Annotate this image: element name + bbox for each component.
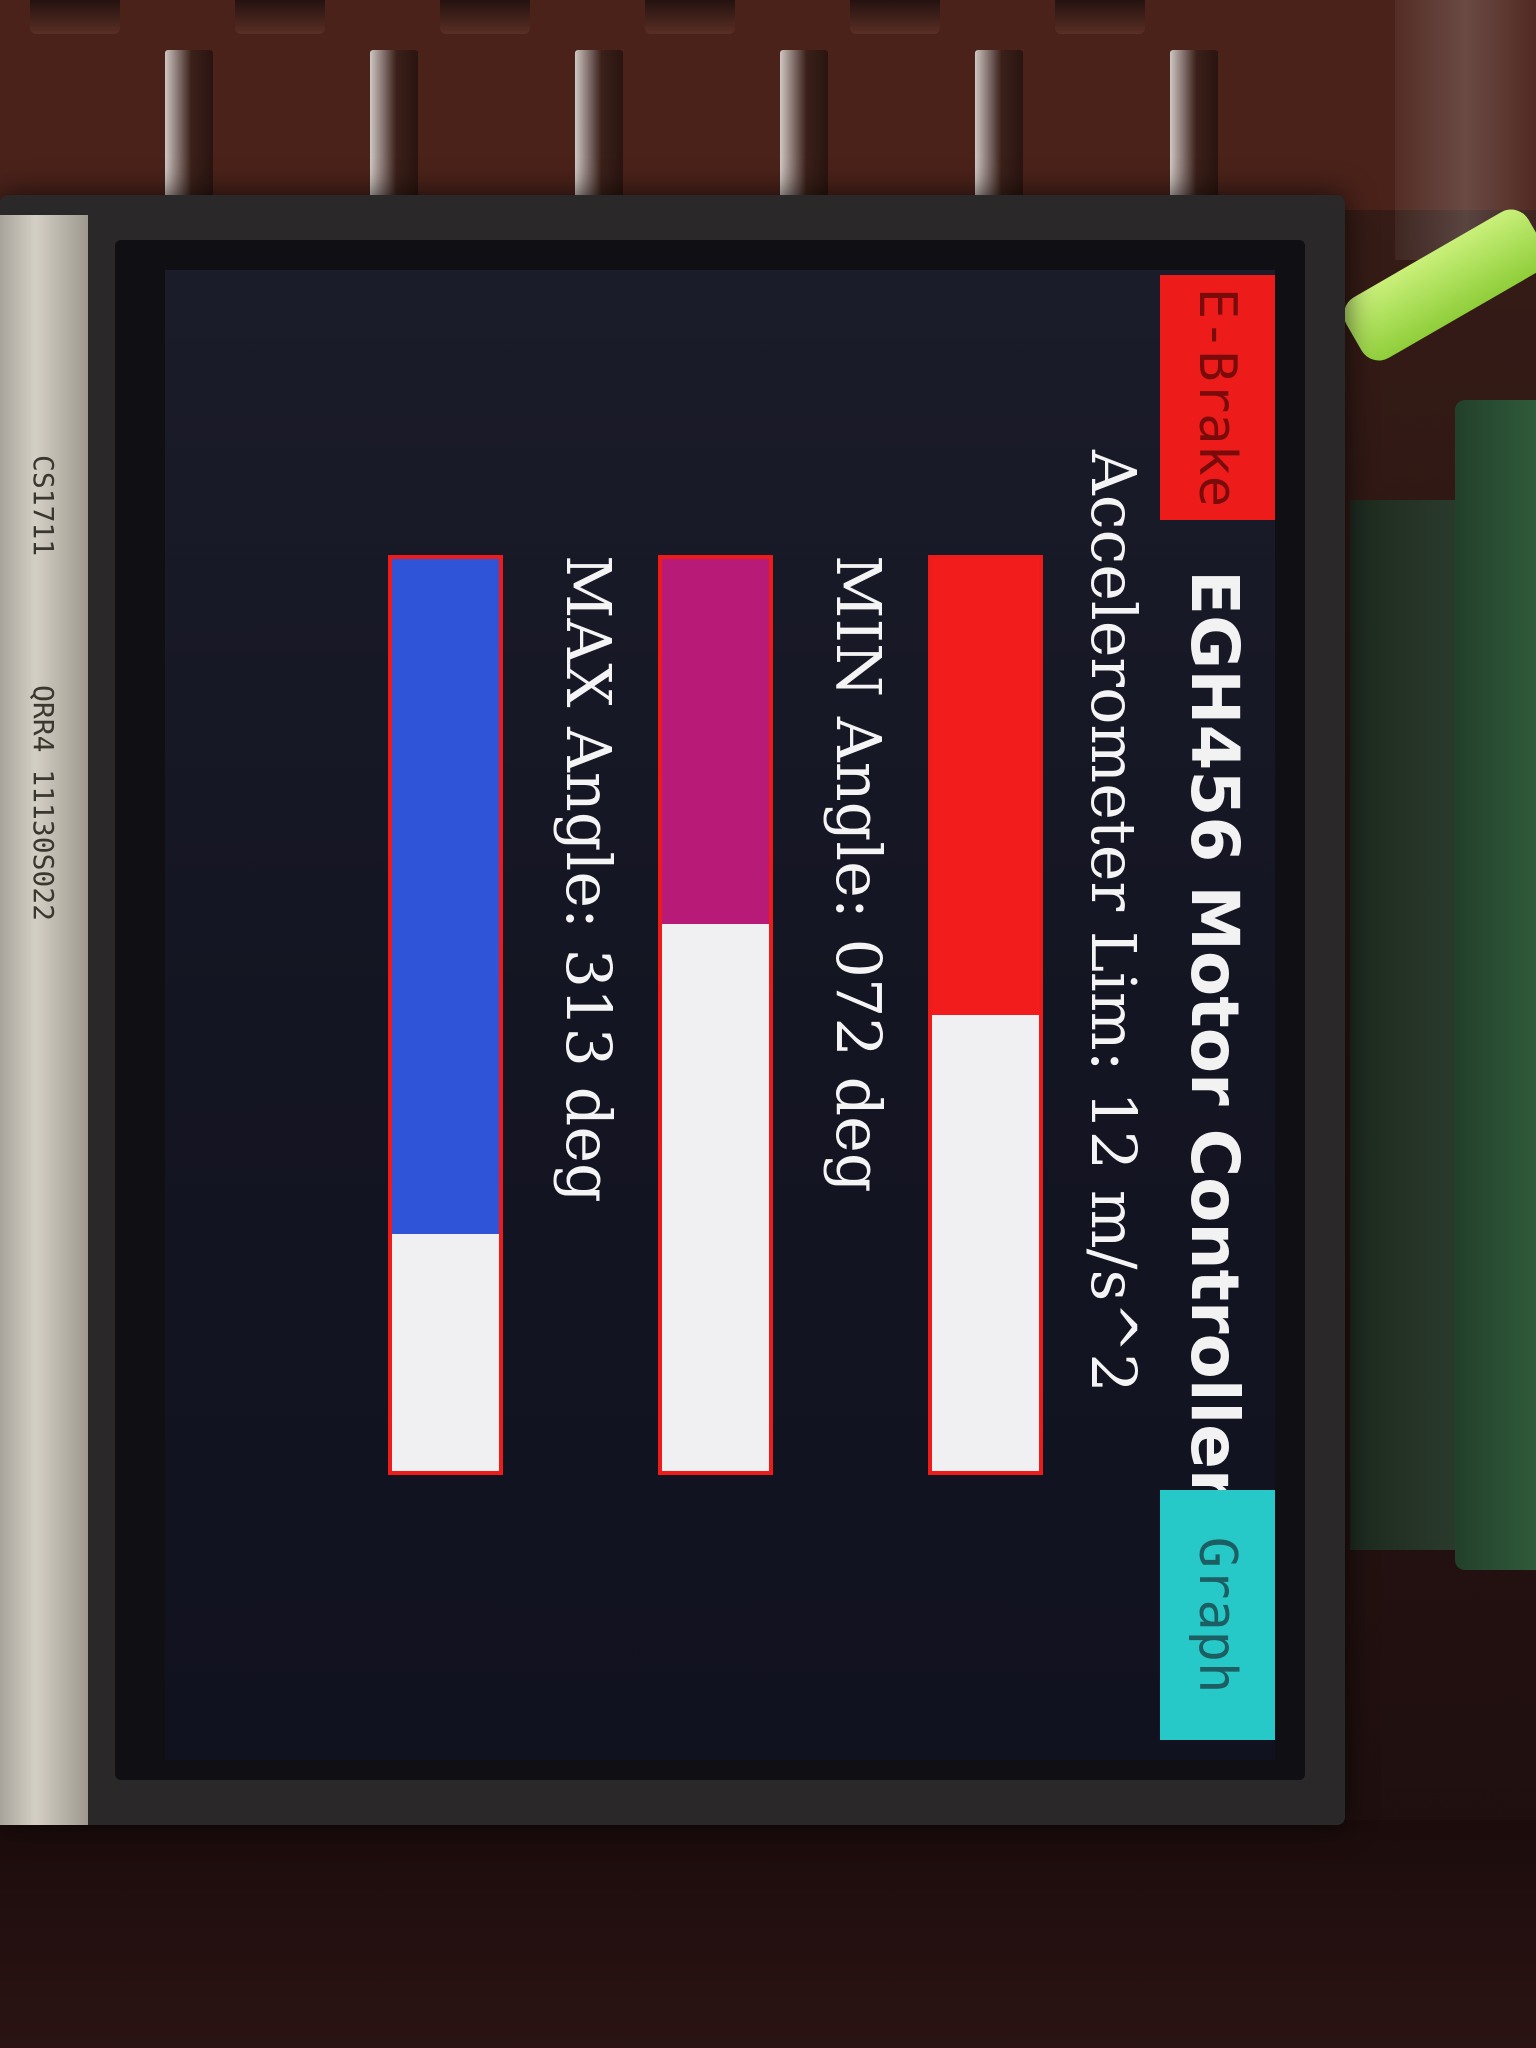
peg xyxy=(370,50,418,200)
accel-limit-fill xyxy=(932,559,1039,1015)
peg-top xyxy=(235,0,325,34)
peg-top xyxy=(30,0,120,34)
max-angle-fill xyxy=(392,559,499,1234)
peg xyxy=(575,50,623,200)
peg-top xyxy=(1055,0,1145,34)
ribbon-label: CS1711 QRR4 11130S022 xyxy=(0,215,88,1825)
accel-limit-bar[interactable] xyxy=(928,555,1043,1475)
screen-content: E-Brake EGH456 Motor Controller Graph Ac… xyxy=(165,270,1275,1760)
accel-limit-label: Accelerometer Lim: 12 m/s^2 xyxy=(1077,450,1150,1393)
min-angle-bar[interactable] xyxy=(658,555,773,1475)
ebrake-button-label: E-Brake xyxy=(1187,287,1248,508)
max-angle-label: MAX Angle: 313 deg xyxy=(552,555,625,1203)
peg xyxy=(780,50,828,200)
min-angle-label: MIN Angle: 072 deg xyxy=(822,555,895,1193)
ebrake-button[interactable]: E-Brake xyxy=(1160,275,1275,520)
peg xyxy=(1170,50,1218,200)
graph-button-label: Graph xyxy=(1187,1536,1248,1694)
peg xyxy=(975,50,1023,200)
page-title: EGH456 Motor Controller xyxy=(1176,570,1254,1502)
ribbon-text: QRR4 11130S022 xyxy=(27,685,60,922)
pcb-edge xyxy=(1455,400,1536,1570)
peg xyxy=(165,50,213,200)
peg-top xyxy=(440,0,530,34)
lcd-screen: E-Brake EGH456 Motor Controller Graph Ac… xyxy=(165,270,1275,1760)
graph-button[interactable]: Graph xyxy=(1160,1490,1275,1740)
max-angle-bar[interactable] xyxy=(388,555,503,1475)
perfboard xyxy=(0,0,1536,210)
peg-top xyxy=(850,0,940,34)
peg-top xyxy=(645,0,735,34)
min-angle-fill xyxy=(662,559,769,924)
ribbon-text: CS1711 xyxy=(27,455,60,557)
dark-surface xyxy=(0,1820,1536,2048)
